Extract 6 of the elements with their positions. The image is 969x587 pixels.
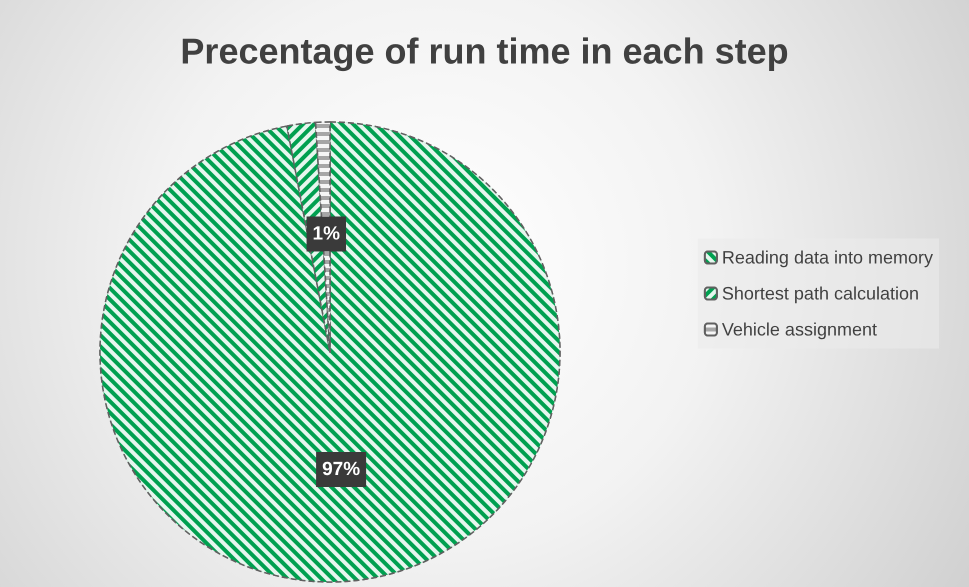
legend-label: Vehicle assignment <box>722 320 877 340</box>
data-label: 97% <box>322 458 360 480</box>
legend-label: Reading data into memory <box>722 248 934 268</box>
data-label: 1% <box>312 224 340 245</box>
chart-title: Precentage of run time in each step <box>180 30 789 72</box>
legend-label: Shortest path calculation <box>722 284 920 304</box>
